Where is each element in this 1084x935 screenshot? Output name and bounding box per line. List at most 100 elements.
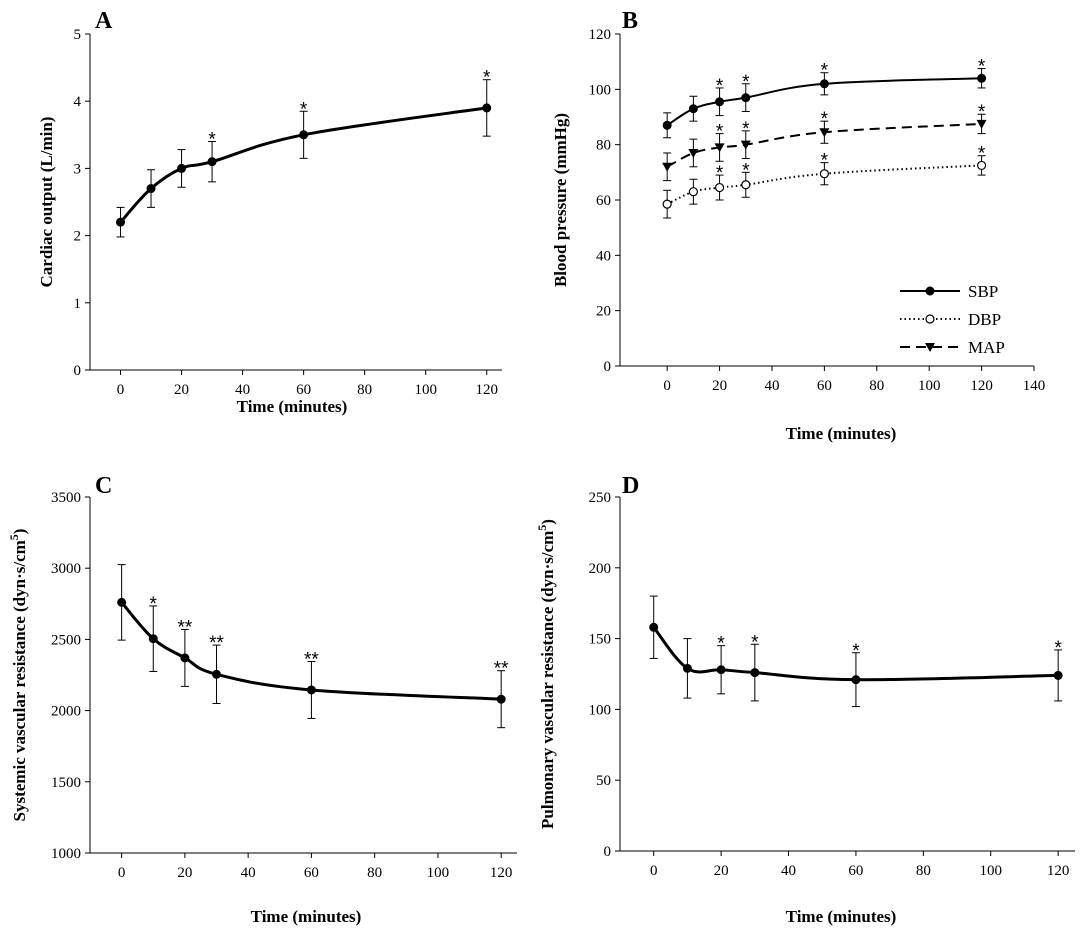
significance-label: * [751,632,759,653]
significance-label: * [716,122,724,143]
y-tick-label: 1500 [51,775,81,791]
data-point [741,93,751,103]
y-tick-label: 40 [596,248,611,264]
y-axis-title-main: Pulmonary vascular resistance (dyn·s/cm [538,531,557,829]
y-tick-label: 50 [596,773,611,789]
y-axis-title-close: ) [10,529,29,535]
x-tick-label: 120 [475,382,498,398]
x-tick-label: 60 [304,865,319,881]
significance-label: * [742,72,750,93]
x-axis-title: Time (minutes) [237,397,348,416]
data-point [180,653,190,663]
data-point [148,634,158,644]
data-point [662,120,672,130]
x-tick-label: 20 [712,378,727,394]
data-point [682,663,692,673]
data-point [715,97,725,107]
legend-marker [925,343,935,352]
y-axis-title: Pulmonary vascular resistance (dyn·s/cm5… [535,519,557,829]
significance-label: * [742,119,750,140]
x-tick-label: 40 [235,382,250,398]
x-tick-label: 0 [650,863,658,879]
y-axis-title-main: Blood pressure (mmHg) [551,113,570,287]
x-tick-label: 120 [970,378,993,394]
significance-label: ** [209,633,224,654]
y-axis-title-main: Cardiac output (L/min) [37,117,56,288]
y-tick-label: 0 [74,363,82,379]
panel-b: B 0 20 40 60 80 100 120 0 20 40 60 80 100 120 140 Time … [551,8,1045,443]
y-tick-label: 200 [589,561,612,577]
y-tick-label: 0 [604,844,612,860]
x-tick-label: 20 [177,865,192,881]
x-tick-label: 80 [869,378,884,394]
data-point [976,119,987,129]
data-point [117,597,127,607]
significance-label: * [717,634,725,655]
significance-label: ** [177,617,192,638]
significance-label: * [978,57,986,78]
y-axis-title-superscript: 5 [7,534,21,540]
x-tick-label: 80 [916,863,931,879]
legend-label: MAP [968,338,1005,357]
y-tick-label: 4 [74,94,82,110]
y-axis-title-superscript: 5 [535,525,549,531]
x-tick-label: 0 [117,382,125,398]
y-tick-label: 120 [589,27,612,43]
x-tick-label: 100 [918,378,941,394]
y-tick-label: 2500 [51,632,81,648]
x-tick-label: 140 [1023,378,1046,394]
significance-label: * [978,102,986,123]
x-tick-label: 0 [118,865,126,881]
data-point [819,169,829,179]
significance-label: ** [304,649,319,670]
x-tick-label: 0 [663,378,671,394]
x-axis-title: Time (minutes) [786,907,897,926]
significance-label: * [208,130,216,151]
panel-d-letter: D [622,473,639,499]
y-tick-label: 60 [596,193,611,209]
y-axis-title: Systemic vascular resistance (dyn·s/cm5) [7,529,29,822]
x-axis-title: Time (minutes) [786,424,897,443]
data-point [714,143,725,153]
y-axis-title-close: ) [538,519,557,525]
data-point [977,73,987,83]
significance-label: * [483,68,491,89]
data-point [688,104,698,114]
x-tick-label: 60 [848,863,863,879]
y-axis-title: Cardiac output (L/min) [37,117,56,288]
data-point [976,160,987,171]
significance-label: * [978,144,986,165]
significance-label: ** [494,659,509,680]
panel-a: A 0 1 2 3 4 5 0 20 40 60 80 100 120 Time (minutes) Car… [37,8,502,416]
y-tick-label: 150 [589,632,612,648]
data-point [299,130,309,140]
y-tick-label: 1000 [51,846,81,862]
x-tick-label: 40 [781,863,796,879]
panel-a-letter: A [95,8,113,34]
significance-label: * [1054,638,1062,659]
panel-b-letter: B [622,8,638,34]
significance-label: * [300,99,308,120]
data-point [649,622,659,632]
data-point [496,694,506,704]
data-point [851,675,861,685]
y-tick-label: 20 [596,304,611,320]
data-point [116,217,126,227]
y-tick-label: 5 [74,27,82,43]
significance-label: * [150,594,158,615]
y-tick-label: 1 [74,296,82,312]
x-tick-label: 80 [367,865,382,881]
x-tick-label: 20 [714,863,729,879]
x-tick-label: 80 [357,382,372,398]
data-point [207,157,217,167]
y-tick-label: 100 [589,82,612,98]
data-point [714,182,725,193]
y-tick-label: 2 [74,229,82,245]
x-tick-label: 60 [296,382,311,398]
data-point [662,162,673,172]
significance-label: * [821,109,829,130]
significance-label: * [716,76,724,97]
data-point [1053,670,1063,680]
y-axis-title-main: Systemic vascular resistance (dyn·s/cm [10,540,29,821]
